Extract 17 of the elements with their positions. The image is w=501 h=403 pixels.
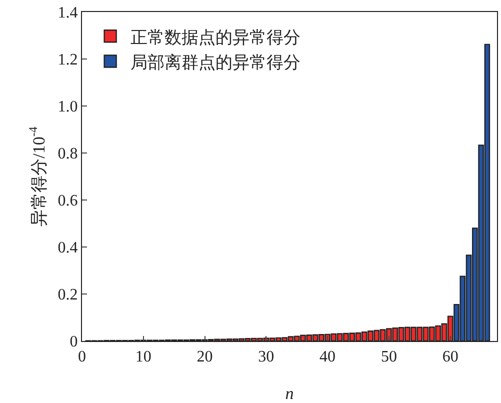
y-tick-label: 1.2	[58, 52, 78, 69]
y-tick-label: 0.6	[58, 192, 78, 210]
x-tick-label: 20	[196, 348, 213, 366]
x-tick-label: 50	[380, 348, 397, 366]
y-tick-label: 0.2	[58, 286, 78, 304]
y-tick-label: 1.4	[58, 4, 78, 22]
y-tick-label: 1.0	[58, 98, 78, 116]
legend-label: 正常数据点的异常得分	[130, 28, 300, 47]
legend-label: 局部离群点的异常得分	[130, 52, 300, 72]
y-tick-label: 0.4	[58, 240, 78, 257]
x-tick-label: 40	[320, 348, 336, 366]
x-tick-label: 30	[258, 348, 274, 366]
x-axis-title: n	[285, 384, 294, 403]
y-tick-label: 0	[70, 334, 78, 351]
x-tick-label: 60	[442, 348, 458, 366]
x-tick-label: 10	[135, 348, 152, 366]
y-tick-label: 0.8	[58, 146, 78, 163]
